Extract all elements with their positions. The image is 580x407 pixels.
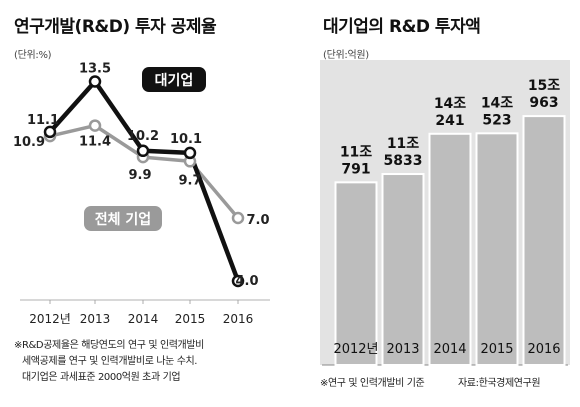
data-label: 4.0	[235, 274, 258, 289]
data-label: 10.2	[127, 129, 159, 144]
legend-label-large-companies: 대기업	[155, 73, 194, 89]
bar	[522, 115, 566, 366]
x-tick-label: 2016	[223, 312, 254, 326]
data-point	[231, 274, 245, 288]
data-point	[43, 125, 57, 139]
right-footnote: ※연구 및 인력개발비 기준	[320, 378, 425, 389]
left-note-line-3: 대기업은 과세표준 2000억원 초과 기업	[22, 372, 181, 383]
right-chart-title: 대기업의 R&D 투자액	[323, 17, 481, 37]
x-tick-label: 2013	[80, 312, 111, 326]
bar-value-label: 15조	[528, 78, 560, 94]
data-point	[88, 119, 102, 132]
bar-value-label: 5833	[384, 153, 423, 169]
data-label: 10.1	[170, 132, 202, 147]
bar-value-label: 523	[482, 112, 511, 128]
data-label: 10.9	[13, 135, 45, 150]
legend-badge-large-companies	[142, 67, 206, 92]
bar	[381, 173, 425, 366]
data-label: 11.1	[27, 113, 59, 128]
x-tick-label: 2016	[527, 342, 560, 357]
data-point	[183, 146, 197, 160]
x-tick-label: 2012년	[333, 342, 378, 357]
bar	[475, 132, 519, 366]
bar	[428, 132, 472, 366]
bar-value-label: 963	[529, 95, 558, 111]
data-point	[88, 75, 102, 88]
right-chart-unit: (단위:억원)	[323, 50, 369, 61]
x-tick-label: 2015	[480, 342, 513, 357]
left-note-line-1: ※R&D공제율은 해당연도의 연구 및 인력개발비	[14, 340, 204, 351]
data-label: 9.7	[178, 173, 201, 188]
bar-value-label: 11조	[387, 136, 419, 152]
data-label: 11.4	[79, 135, 111, 150]
x-tick-label: 2014	[433, 342, 466, 357]
x-tick-label: 2015	[175, 312, 206, 326]
x-tick-label: 2012년	[29, 312, 71, 326]
left-chart-unit: (단위:%)	[14, 50, 52, 61]
bar-value-label: 241	[435, 113, 464, 129]
bar-value-label: 11조	[340, 144, 372, 160]
data-label: 7.0	[246, 213, 269, 228]
bar-value-label: 791	[341, 161, 370, 177]
right-source: 자료:한국경제연구원	[458, 378, 541, 389]
data-point	[136, 144, 150, 158]
data-label: 9.9	[128, 168, 151, 183]
x-tick-label: 2013	[386, 342, 419, 357]
data-label: 13.5	[79, 62, 111, 77]
x-tick-label: 2014	[128, 312, 159, 326]
left-chart-title: 연구개발(R&D) 투자 공제율	[14, 17, 217, 37]
legend-badge-all-companies	[84, 206, 162, 231]
bar	[334, 181, 378, 366]
legend-label-all-companies: 전체 기업	[95, 211, 151, 228]
bar-value-label: 14조	[481, 95, 513, 111]
line-chart: 2012년 2013 2014 2015 2016 11.1 13.5 10.2 10.1 4.0…	[13, 62, 270, 326]
left-note-line-2: 세액공제를 연구 및 인력개발비로 나눈 수치.	[22, 356, 198, 367]
data-point	[231, 211, 245, 225]
bar-value-label: 14조	[434, 96, 466, 112]
